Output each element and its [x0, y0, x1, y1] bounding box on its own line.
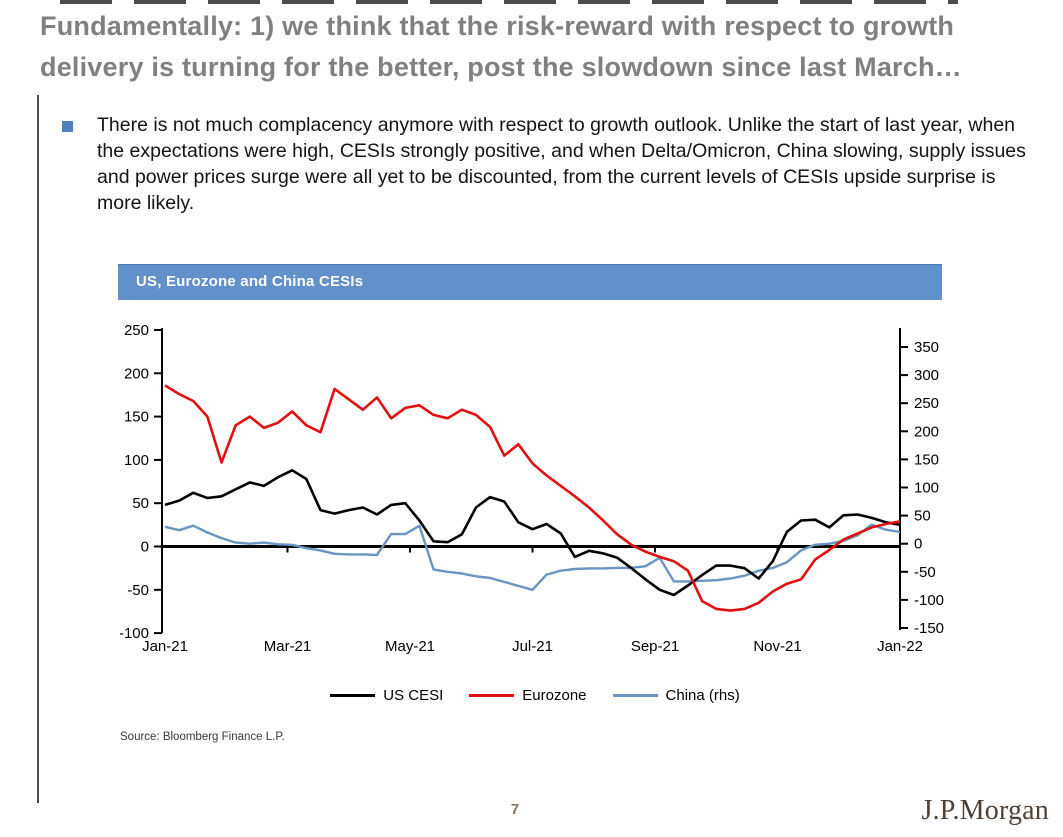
slide-title-line2: delivery is turning for the better, post…: [40, 52, 962, 82]
svg-text:300: 300: [914, 367, 939, 384]
svg-text:200: 200: [124, 365, 149, 382]
svg-text:350: 350: [914, 339, 939, 356]
svg-text:50: 50: [914, 508, 931, 525]
svg-text:100: 100: [124, 452, 149, 469]
left-vertical-rule: [37, 95, 39, 803]
svg-text:-100: -100: [120, 625, 149, 642]
legend-label: Eurozone: [522, 686, 587, 704]
svg-text:150: 150: [914, 451, 939, 468]
svg-text:May-21: May-21: [385, 638, 435, 655]
svg-text:Jan-22: Jan-22: [877, 638, 923, 655]
slide-title-line1: Fundamentally: 1) we think that the risk…: [40, 11, 955, 41]
legend-item-us-cesi: US CESI: [330, 687, 443, 704]
legend-label: China (rhs): [665, 686, 740, 704]
svg-text:Sep-21: Sep-21: [631, 638, 679, 655]
slide-title: Fundamentally: 1) we think that the risk…: [40, 6, 1025, 88]
legend-item-china-rhs-: China (rhs): [612, 686, 740, 704]
svg-text:-150: -150: [914, 620, 944, 637]
legend-line-swatch: [469, 693, 515, 697]
chart-legend: US CESI Eurozone China (rhs): [120, 684, 950, 706]
legend-line-swatch: [330, 693, 376, 697]
svg-text:0: 0: [141, 539, 149, 556]
svg-text:-50: -50: [127, 582, 149, 599]
bullet-paragraph: There is not much complacency anymore wi…: [97, 114, 1026, 214]
svg-text:Jul-21: Jul-21: [512, 638, 553, 655]
svg-text:50: 50: [132, 495, 149, 512]
svg-text:Mar-21: Mar-21: [264, 638, 312, 655]
cropped-top-artifact: [60, 0, 958, 4]
svg-text:250: 250: [914, 395, 939, 412]
legend-label: US CESI: [383, 686, 444, 704]
chart-title: US, Eurozone and China CESIs: [136, 273, 364, 290]
bullet-square-icon: [62, 121, 73, 132]
page-number: 7: [510, 801, 520, 818]
svg-text:0: 0: [914, 536, 922, 553]
svg-text:-100: -100: [914, 592, 944, 609]
legend-line-swatch: [612, 693, 658, 697]
svg-text:-50: -50: [914, 564, 936, 581]
svg-text:200: 200: [914, 423, 939, 440]
svg-text:Jan-21: Jan-21: [142, 638, 188, 655]
svg-text:100: 100: [914, 480, 939, 497]
jpmorgan-logo: J.P.Morgan: [921, 795, 1049, 826]
svg-text:250: 250: [124, 322, 149, 339]
svg-text:Nov-21: Nov-21: [753, 638, 801, 655]
svg-text:150: 150: [124, 409, 149, 426]
chart-title-bar: US, Eurozone and China CESIs: [118, 264, 942, 300]
cesi-line-chart: 250 200 150 100 50 0 -50 -100 350 300 250 200 150 100…: [120, 322, 944, 655]
legend-item-eurozone: Eurozone: [469, 686, 587, 704]
source-note: Source: Bloomberg Finance L.P.: [120, 731, 285, 743]
